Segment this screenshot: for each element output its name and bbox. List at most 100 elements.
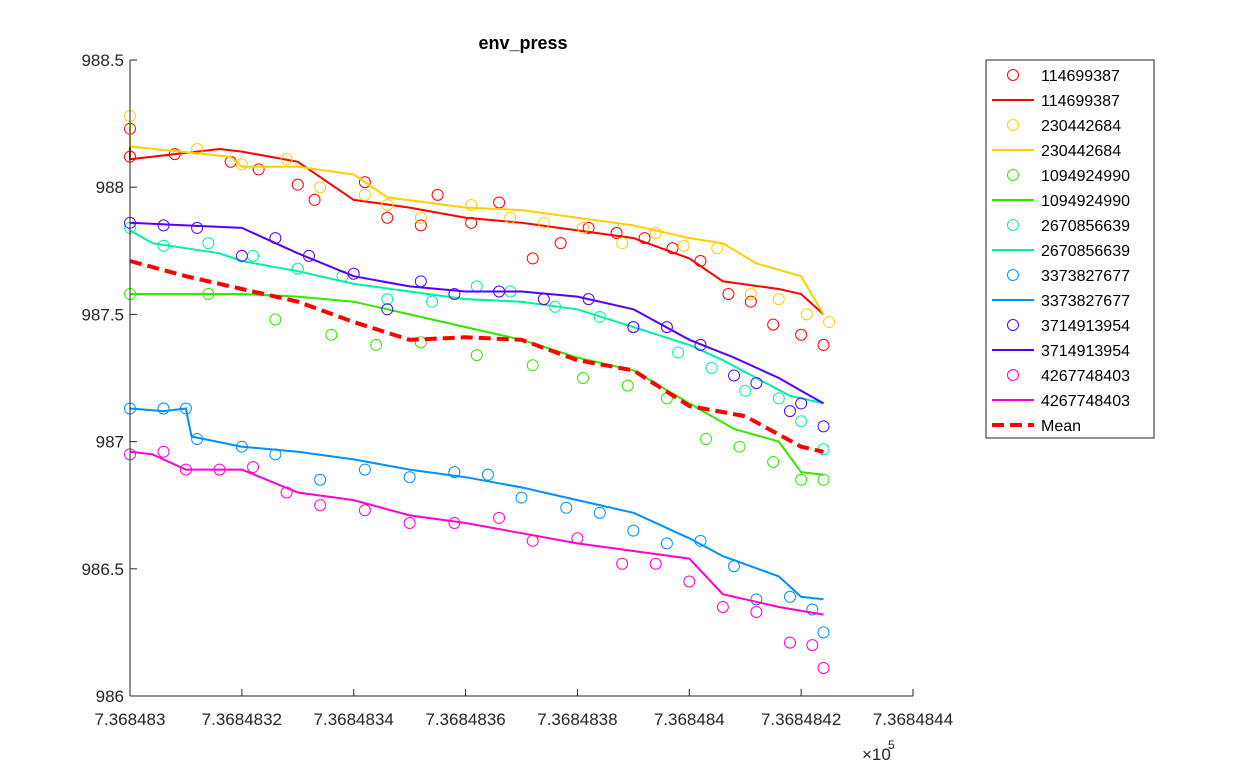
data-point-4267748403 <box>806 639 819 652</box>
data-point-114699387 <box>308 193 321 206</box>
legend-entries: 114699387 114699387 230442684 230442684 1094… <box>992 68 1130 435</box>
legend-label: 230442684 <box>1041 143 1121 160</box>
legend-marker-3373827677 <box>1007 269 1019 281</box>
data-point-230442684 <box>577 221 590 234</box>
x-tick-label: 7.3684838 <box>537 710 617 729</box>
data-point-3373827677 <box>660 537 673 550</box>
legend-label: Mean <box>1041 418 1081 435</box>
data-point-2670856639 <box>772 392 785 405</box>
x-tick-label: 7.3684834 <box>314 710 394 729</box>
data-point-114699387 <box>526 252 539 265</box>
data-point-1094924990 <box>414 336 427 349</box>
data-point-2670856639 <box>705 361 718 374</box>
data-point-1094924990 <box>621 379 634 392</box>
legend-label: 3373827677 <box>1041 268 1130 285</box>
data-point-1094924990 <box>795 473 808 486</box>
data-point-3373827677 <box>157 402 170 415</box>
legend-label: 4267748403 <box>1041 393 1130 410</box>
axes-box <box>130 60 913 696</box>
data-point-230442684 <box>191 143 204 156</box>
legend-marker-3714913954 <box>1007 319 1019 331</box>
series-line-230442684 <box>129 123 825 315</box>
data-point-230442684 <box>280 153 293 166</box>
data-point-3373827677 <box>750 593 763 606</box>
data-point-4267748403 <box>403 517 416 530</box>
data-point-3373827677 <box>448 466 461 479</box>
data-point-3714913954 <box>582 293 595 306</box>
plot-area: 7.368483 7.3684832 7.3684834 7.3684836 7.368… <box>81 51 953 764</box>
data-point-4267748403 <box>358 504 371 517</box>
data-point-114699387 <box>554 237 567 250</box>
x-tick-label: 7.3684842 <box>761 710 841 729</box>
legend-label: 230442684 <box>1041 118 1121 135</box>
data-point-4267748403 <box>817 662 830 675</box>
data-point-114699387 <box>744 295 757 308</box>
data-point-3373827677 <box>817 626 830 639</box>
data-point-3714913954 <box>783 405 796 418</box>
legend-label: 2670856639 <box>1041 243 1130 260</box>
data-point-2670856639 <box>202 237 215 250</box>
data-point-3373827677 <box>806 603 819 616</box>
data-point-3714913954 <box>627 321 640 334</box>
data-point-230442684 <box>414 211 427 224</box>
y-tick-label: 987.5 <box>81 305 124 324</box>
data-point-4267748403 <box>616 557 629 570</box>
x-tick-label: 7.368483 <box>95 710 166 729</box>
data-point-3373827677 <box>627 524 640 537</box>
data-point-230442684 <box>381 199 394 212</box>
legend-label: 114699387 <box>1041 68 1120 85</box>
x-exponent-power: 5 <box>888 738 895 752</box>
legend-marker-230442684 <box>1007 119 1019 131</box>
data-point-114699387 <box>381 211 394 224</box>
data-point-3714913954 <box>191 221 204 234</box>
data-point-3714913954 <box>694 338 707 351</box>
data-point-2670856639 <box>795 415 808 428</box>
legend-label: 1094924990 <box>1041 168 1130 185</box>
legend-marker-1094924990 <box>1007 169 1019 181</box>
data-point-230442684 <box>235 158 248 171</box>
y-tick-label: 986.5 <box>81 560 124 579</box>
data-point-4267748403 <box>649 557 662 570</box>
series-line-3373827677 <box>129 407 824 601</box>
data-point-2670856639 <box>291 262 304 275</box>
series-line-2670856639 <box>129 229 824 405</box>
data-point-230442684 <box>744 288 757 301</box>
data-point-114699387 <box>493 196 506 209</box>
data-point-114699387 <box>767 318 780 331</box>
x-ticks: 7.368483 7.3684832 7.3684834 7.3684836 7.368… <box>95 689 953 729</box>
data-point-3714913954 <box>817 420 830 433</box>
data-point-1094924990 <box>700 433 713 446</box>
data-point-114699387 <box>610 226 623 239</box>
data-point-230442684 <box>616 237 629 250</box>
data-point-114699387 <box>431 188 444 201</box>
legend-label: 2670856639 <box>1041 218 1130 235</box>
x-tick-label: 7.3684832 <box>202 710 282 729</box>
data-point-114699387 <box>817 338 830 351</box>
data-point-114699387 <box>722 288 735 301</box>
data-point-230442684 <box>314 181 327 194</box>
data-point-3714913954 <box>795 397 808 410</box>
data-point-230442684 <box>358 188 371 201</box>
y-tick-label: 987 <box>96 433 124 452</box>
data-point-4267748403 <box>493 511 506 524</box>
data-point-114699387 <box>252 163 265 176</box>
data-point-114699387 <box>795 328 808 341</box>
data-point-230442684 <box>800 308 813 321</box>
legend-marker-114699387 <box>1007 69 1019 81</box>
data-point-3373827677 <box>403 471 416 484</box>
data-point-4267748403 <box>683 575 696 588</box>
data-point-114699387 <box>582 221 595 234</box>
data-point-114699387 <box>638 232 651 245</box>
data-point-3373827677 <box>560 501 573 514</box>
data-point-3373827677 <box>314 473 327 486</box>
data-point-3373827677 <box>783 590 796 603</box>
legend-marker-2670856639 <box>1007 219 1019 231</box>
x-exponent-base: ×10 <box>862 745 891 764</box>
data-point-4267748403 <box>783 636 796 649</box>
legend-label: 3373827677 <box>1041 293 1130 310</box>
series-layer <box>124 109 836 675</box>
data-point-230442684 <box>537 216 550 229</box>
data-point-230442684 <box>649 226 662 239</box>
data-point-4267748403 <box>247 461 260 474</box>
data-point-114699387 <box>666 242 679 255</box>
